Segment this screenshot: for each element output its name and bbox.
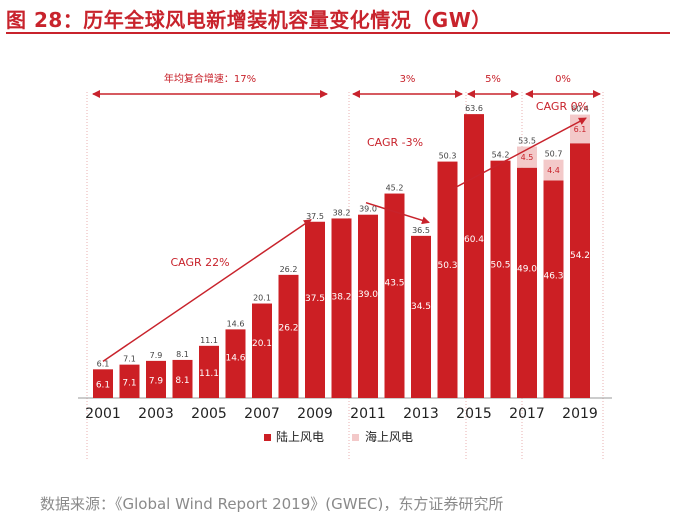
offshore-label: 4.5 (521, 153, 534, 162)
offshore-label: 4.4 (547, 166, 560, 175)
onshore-label: 49.0 (517, 264, 537, 274)
x-tick-label: 2003 (138, 406, 174, 422)
bar-onshore-2018 (543, 180, 564, 398)
total-label: 50.3 (439, 152, 457, 161)
onshore-label: 7.1 (122, 378, 136, 388)
total-label: 11.1 (200, 336, 218, 345)
onshore-label: 39.0 (358, 290, 378, 300)
total-label: 8.1 (176, 350, 189, 359)
bar-onshore-2015 (464, 114, 484, 399)
total-label: 54.2 (492, 151, 510, 160)
onshore-label: 8.1 (175, 376, 189, 386)
x-tick-label: 2015 (456, 406, 492, 422)
total-label: 38.2 (333, 208, 351, 217)
total-label: 14.6 (227, 319, 245, 328)
x-tick-label: 2007 (244, 406, 280, 422)
bar-onshore-2017 (517, 167, 537, 398)
bar-onshore-2008 (278, 274, 299, 398)
trend-arrow (453, 117, 587, 190)
total-label: 63.6 (465, 104, 483, 113)
onshore-label: 54.2 (570, 251, 590, 261)
onshore-label: 20.1 (252, 339, 272, 349)
trend-label: CAGR 0% (536, 100, 588, 113)
range-label: 年均复合增速：17% (164, 72, 256, 85)
source-note: 数据来源：《Global Wind Report 2019》(GWEC)，东方证… (40, 495, 504, 513)
trend-label: CAGR -3% (367, 136, 423, 149)
onshore-label: 6.1 (96, 381, 110, 391)
total-label: 20.1 (253, 294, 271, 303)
bar-onshore-2001 (93, 369, 113, 398)
title-divider (6, 32, 670, 34)
bar-onshore-2007 (252, 303, 272, 398)
total-label: 26.2 (280, 265, 298, 274)
onshore-label: 50.5 (490, 260, 510, 270)
total-label: 53.5 (518, 137, 536, 146)
bar-onshore-2004 (172, 359, 193, 398)
legend-label-onshore: 陆上风电 (276, 429, 324, 444)
bar-onshore-2014 (437, 161, 458, 398)
range-label: 3% (400, 74, 416, 85)
bar-offshore-2018 (543, 159, 564, 181)
x-tick-label: 2005 (191, 406, 227, 422)
bar-onshore-2019 (570, 143, 590, 398)
bar-onshore-2002 (119, 364, 140, 398)
total-label: 60.4 (571, 105, 589, 114)
legend-swatch-onshore (264, 434, 271, 441)
onshore-label: 43.5 (384, 279, 404, 289)
total-label: 39.0 (359, 205, 377, 214)
page-title: 图 28：历年全球风电新增装机容量变化情况（GW） (6, 8, 492, 32)
total-label: 37.5 (306, 212, 324, 221)
onshore-label: 11.1 (199, 369, 219, 379)
bar-onshore-2005 (199, 345, 219, 398)
total-label: 6.1 (97, 359, 110, 368)
onshore-label: 26.2 (278, 323, 298, 333)
onshore-label: 50.3 (437, 261, 457, 271)
onshore-label: 14.6 (225, 353, 245, 363)
range-label: 0% (555, 74, 571, 85)
wind-capacity-chart: 6.1 6.1 7.1 7.1 7.9 7.9 8.1 8.1 11.1 11.1 14.6 14.6… (78, 72, 612, 460)
bar-onshore-2010 (331, 218, 352, 398)
onshore-label: 46.3 (543, 271, 563, 281)
trend-arrow (365, 201, 430, 225)
trend-label: CAGR 22% (170, 256, 229, 269)
x-tick-label: 2001 (85, 406, 121, 422)
bar-onshore-2003 (146, 360, 166, 398)
trend-arrow (102, 219, 312, 362)
onshore-label: 34.5 (411, 302, 431, 312)
x-tick-label: 2011 (350, 406, 386, 422)
range-label: 5% (485, 74, 501, 85)
x-tick-label: 2019 (562, 406, 598, 422)
bar-onshore-2016 (490, 160, 511, 398)
onshore-label: 60.4 (464, 235, 484, 245)
total-label: 50.7 (545, 150, 563, 159)
bar-onshore-2006 (225, 329, 246, 398)
total-label: 7.1 (123, 355, 136, 364)
onshore-label: 7.9 (149, 376, 164, 386)
total-label: 36.5 (412, 226, 430, 235)
onshore-label: 38.2 (331, 292, 351, 302)
legend-label-offshore: 海上风电 (365, 429, 413, 444)
bar-onshore-2013 (411, 235, 431, 398)
x-tick-label: 2009 (297, 406, 333, 422)
bar-onshore-2011 (358, 214, 378, 398)
x-tick-label: 2013 (403, 406, 439, 422)
legend-swatch-offshore (352, 434, 359, 441)
bar-onshore-2009 (305, 221, 325, 398)
bar-onshore-2012 (384, 193, 405, 398)
offshore-label: 6.1 (574, 125, 587, 134)
total-label: 45.2 (386, 184, 404, 193)
onshore-label: 37.5 (305, 294, 325, 304)
x-tick-label: 2017 (509, 406, 545, 422)
total-label: 7.9 (150, 351, 163, 360)
